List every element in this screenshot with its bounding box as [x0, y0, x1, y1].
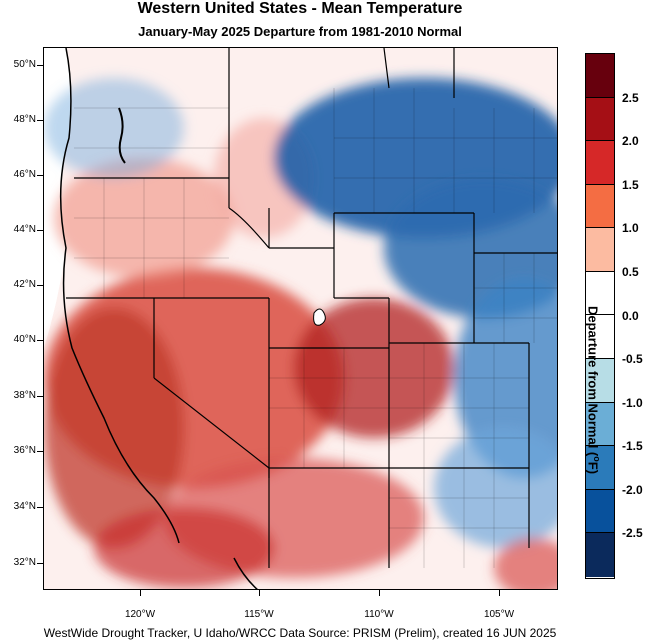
lat-tick [37, 230, 43, 231]
lat-label-50n: 50°N [13, 59, 36, 70]
colorbar-segment [586, 446, 614, 490]
footer-credit: WestWide Drought Tracker, U Idaho/WRCC D… [43, 626, 557, 640]
colorbar-tick-label: -1.5 [622, 439, 643, 454]
colorbar-segment [586, 533, 614, 577]
colorbar-segment [586, 271, 614, 316]
colorbar-tick-label: 2.5 [622, 90, 639, 105]
colorbar-segment [586, 315, 614, 360]
colorbar-segment [586, 141, 614, 185]
lat-tick [37, 65, 43, 66]
colorbar-tick-label: 0.0 [622, 308, 639, 323]
lon-tick [379, 590, 380, 596]
colorbar-title: Departure from Normal (oF) [585, 306, 602, 475]
colorbar-segment [586, 402, 614, 447]
lat-tick [37, 563, 43, 564]
colorbar-segment [586, 97, 614, 142]
lon-label-110w: 110°W [364, 609, 394, 620]
puget-sound [118, 107, 126, 164]
lat-label-48n: 48°N [13, 114, 36, 125]
pacific-coastline [59, 48, 180, 544]
lat-label-46n: 46°N [13, 169, 36, 180]
lat-label-34n: 34°N [13, 501, 36, 512]
lat-label-36n: 36°N [13, 445, 36, 456]
cool-anomaly-washington [44, 78, 184, 178]
lat-tick [37, 507, 43, 508]
map-panel [43, 47, 558, 590]
lat-tick [37, 340, 43, 341]
lat-label-32n: 32°N [13, 557, 36, 568]
colorbar-tick-label: -2.5 [622, 526, 643, 541]
colorbar-segment [586, 54, 614, 98]
lon-label-115w: 115°W [244, 609, 274, 620]
lat-tick [37, 396, 43, 397]
warm-anomaly-utah [294, 298, 454, 438]
colorbar-tick-label: -1.0 [622, 395, 643, 410]
colorbar-tick-label: -0.5 [622, 352, 643, 367]
colorbar-segment [586, 359, 614, 403]
temperature-departure-map [44, 48, 557, 589]
lat-label-38n: 38°N [13, 390, 36, 401]
warm-anomaly-california [44, 308, 184, 548]
colorbar-tick-label: 2.0 [622, 134, 639, 149]
lon-tick [499, 590, 500, 596]
cool-anomaly-new-mexico [434, 428, 557, 548]
county-borders [74, 88, 557, 568]
lat-tick [37, 120, 43, 121]
warm-anomaly-texas [494, 538, 557, 589]
lon-tick [140, 590, 141, 596]
colorbar-tick-label: 0.5 [622, 264, 639, 279]
colorbar-segment [586, 184, 614, 229]
lat-tick [37, 175, 43, 176]
colorbar-tick-label: 1.0 [622, 221, 639, 236]
colorbar-segment [586, 489, 614, 534]
gulf-of-california [233, 557, 258, 589]
map-title: Western United States - Mean Temperature [137, 0, 463, 17]
colorbar-segment [586, 228, 614, 272]
great-salt-lake [313, 308, 326, 326]
colorbar-tick-label: 1.5 [622, 177, 639, 192]
lat-label-44n: 44°N [13, 224, 36, 235]
lat-tick [37, 285, 43, 286]
lon-label-105w: 105°W [483, 609, 515, 620]
state-borders [66, 48, 557, 568]
map-subtitle: January-May 2025 Departure from 1981-201… [138, 24, 462, 39]
lon-label-120w: 120°W [124, 609, 156, 620]
warm-anomaly-southern-california [94, 508, 274, 588]
lat-label-40n: 40°N [13, 334, 36, 345]
lat-tick [37, 451, 43, 452]
colorbar [585, 53, 615, 579]
colorbar-tick-label: -2.0 [622, 482, 643, 497]
lat-label-42n: 42°N [13, 279, 36, 290]
lon-tick [259, 590, 260, 596]
